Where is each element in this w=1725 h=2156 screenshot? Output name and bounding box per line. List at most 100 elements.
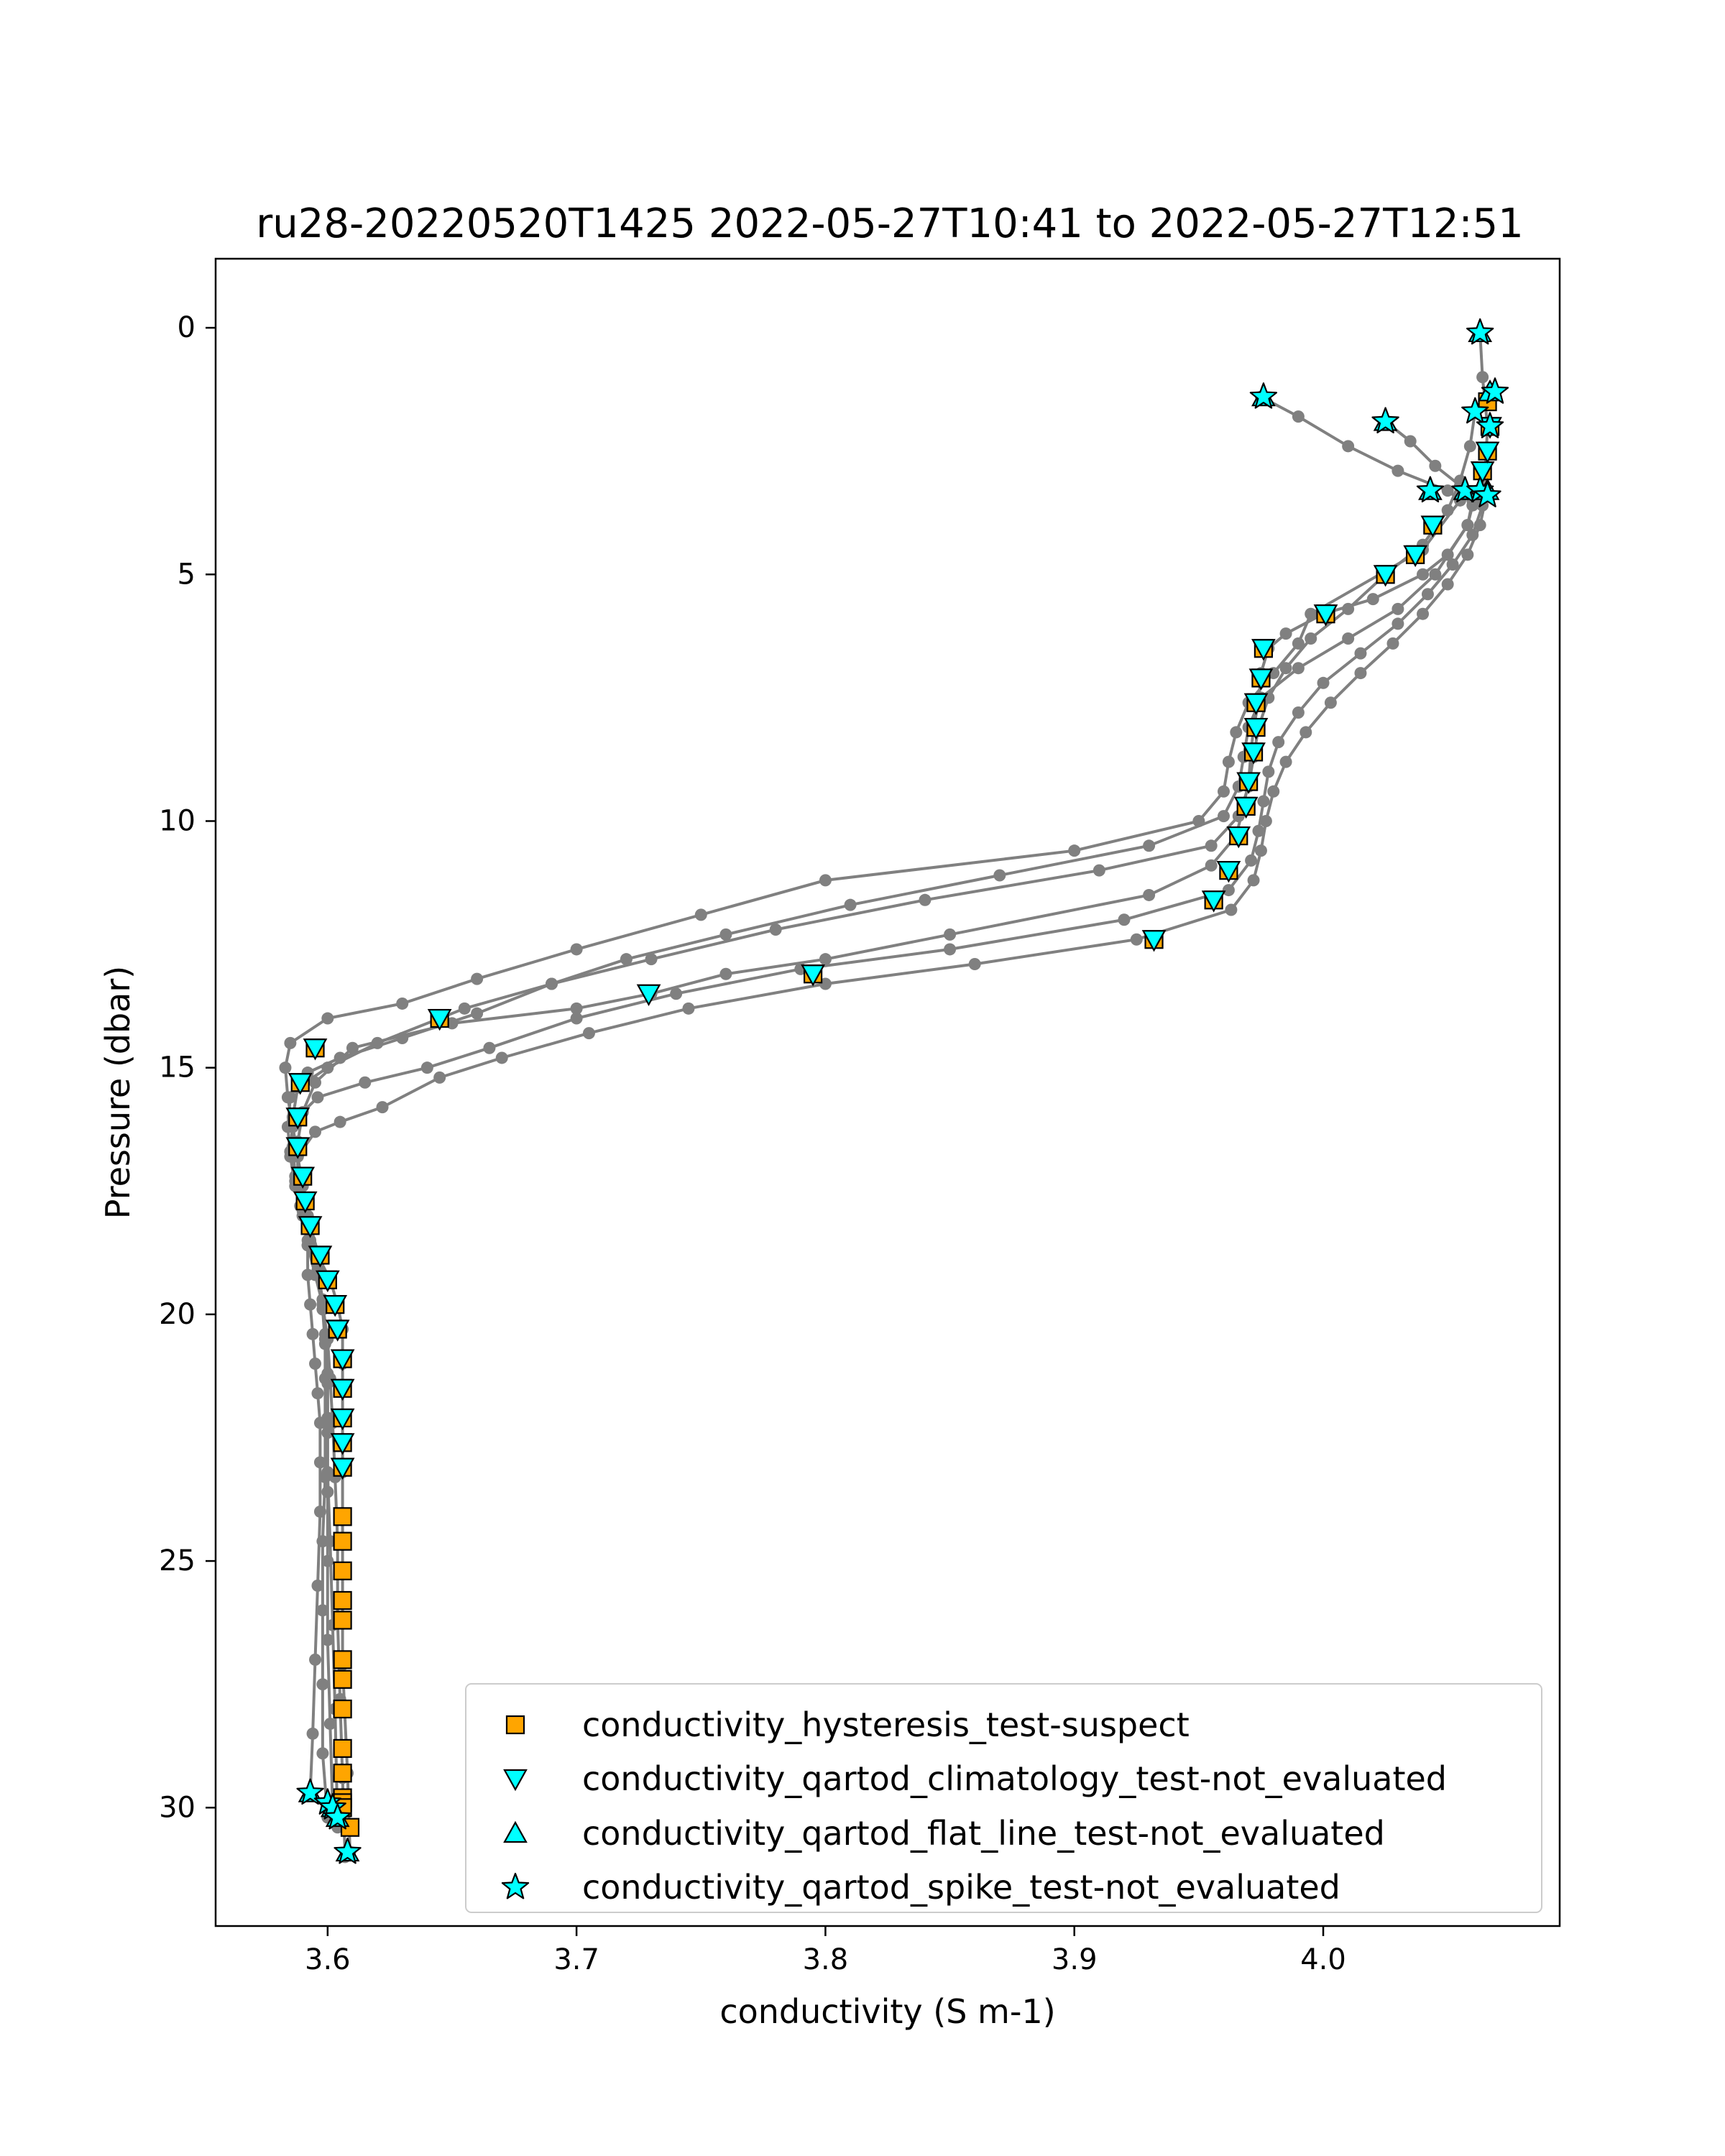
x-tick-label: 3.9 [1052, 1943, 1098, 1976]
profile-point [1342, 440, 1355, 453]
profile-point [284, 1091, 297, 1104]
triangle-down-marker [1226, 826, 1251, 849]
profile-point [284, 1036, 297, 1049]
legend-label-hysteresis: conductivity_hysteresis_test-suspect [582, 1705, 1190, 1744]
profile-point [993, 869, 1006, 882]
profile-point [944, 928, 957, 941]
profile-point [458, 1002, 471, 1015]
triangle-down-marker [1243, 717, 1269, 740]
y-axis-label: Pressure (dbar) [98, 966, 137, 1219]
triangle-down-marker [636, 984, 661, 1006]
y-tick-label: 30 [159, 1791, 196, 1824]
profile-point [719, 967, 732, 980]
profile-point [1417, 607, 1430, 620]
profile-point [321, 1634, 334, 1646]
profile-point [1257, 795, 1270, 808]
legend-triangle-down-marker [503, 1769, 528, 1792]
triangle-down-marker [1141, 930, 1167, 952]
profile-point [311, 1091, 324, 1104]
profile-point [1342, 632, 1355, 645]
star-marker [1481, 377, 1509, 404]
profile-point [483, 1041, 496, 1054]
profile-point [1279, 755, 1292, 768]
triangle-down-marker [1243, 693, 1269, 716]
legend-entry-flat-line: conductivity_qartod_flat_line_test-not_e… [503, 1814, 1385, 1853]
profile-point [1292, 637, 1305, 650]
qc-markers [285, 318, 1509, 1864]
legend-label-spike: conductivity_qartod_spike_test-not_evalu… [582, 1868, 1340, 1907]
triangle-down-marker [288, 1073, 313, 1095]
star-marker [1473, 481, 1501, 507]
triangle-down-marker [1236, 772, 1261, 794]
legend: conductivity_hysteresis_test-suspect con… [465, 1683, 1542, 1913]
triangle-down-marker [330, 1378, 355, 1401]
profile-point [769, 923, 782, 936]
square-marker [333, 1507, 352, 1526]
triangle-down-marker [315, 1270, 340, 1293]
profile-point [1429, 459, 1442, 472]
square-marker [333, 1611, 352, 1630]
legend-entry-hysteresis: conductivity_hysteresis_test-suspect [505, 1705, 1190, 1744]
legend-triangle-up-marker [503, 1820, 528, 1843]
star-marker [1466, 318, 1494, 345]
legend-square-shape [505, 1715, 525, 1735]
legend-label-flat-line: conductivity_qartod_flat_line_test-not_e… [582, 1814, 1385, 1853]
profile-point [570, 1012, 583, 1025]
profile-point [1392, 464, 1404, 477]
triangle-down-marker [325, 1319, 350, 1342]
profile-point [1267, 785, 1280, 798]
profile-point [1092, 864, 1105, 877]
profile-point [1247, 874, 1260, 887]
profile-point [471, 972, 484, 985]
chart-title: ru28-20220520T1425 2022-05-27T10:41 to 2… [256, 201, 1523, 247]
triangle-down-marker [290, 1166, 316, 1189]
series-markers [296, 318, 1509, 1864]
triangle-down-marker [1470, 461, 1495, 484]
star-marker [334, 1837, 362, 1864]
profile-lines [279, 326, 1494, 1864]
triangle-down-marker [293, 1191, 318, 1214]
profile-point [1386, 637, 1399, 650]
profile-point [313, 1456, 326, 1469]
profile-point [1305, 607, 1317, 620]
profile-point [670, 987, 683, 1000]
triangle-down-marker [298, 1216, 323, 1238]
triangle-down-marker [1251, 639, 1276, 661]
profile-point [1446, 558, 1459, 571]
profile-point [844, 898, 857, 911]
plot-frame [214, 257, 1561, 1927]
triangle-down-marker [1475, 441, 1500, 464]
profile-point [495, 1051, 508, 1064]
legend-star-shape [501, 1872, 530, 1899]
profile-point [819, 953, 832, 966]
profile-point [1354, 647, 1367, 660]
profile-point [1292, 410, 1305, 423]
profile-point [1230, 726, 1243, 739]
x-tick-label: 3.8 [803, 1943, 849, 1976]
profile-point [433, 1071, 446, 1084]
y-tick-label: 5 [178, 558, 196, 591]
profile-point [1118, 913, 1131, 926]
legend-label-climatology: conductivity_qartod_climatology_test-not… [582, 1759, 1447, 1798]
triangle-down-marker [801, 964, 825, 987]
profile-line [296, 490, 1489, 1857]
triangle-down-marker [323, 1295, 348, 1317]
profile-point [359, 1076, 372, 1089]
profile-point [311, 1387, 324, 1400]
profile-point [1473, 519, 1486, 532]
y-tick-label: 10 [159, 804, 196, 837]
profile-point [919, 893, 932, 906]
profile-point [1143, 839, 1156, 852]
triangle-down-marker [1420, 515, 1445, 538]
profile-point [279, 1061, 292, 1074]
x-tick-label: 3.6 [305, 1943, 351, 1976]
triangle-down-marker [427, 1008, 452, 1031]
profile-point [1342, 602, 1355, 615]
star-marker [1249, 382, 1278, 409]
profile-point [1262, 765, 1275, 778]
profile-point [1292, 662, 1305, 675]
profile-point [546, 977, 558, 990]
profile-point [471, 1007, 484, 1020]
profile-point [306, 1727, 319, 1740]
